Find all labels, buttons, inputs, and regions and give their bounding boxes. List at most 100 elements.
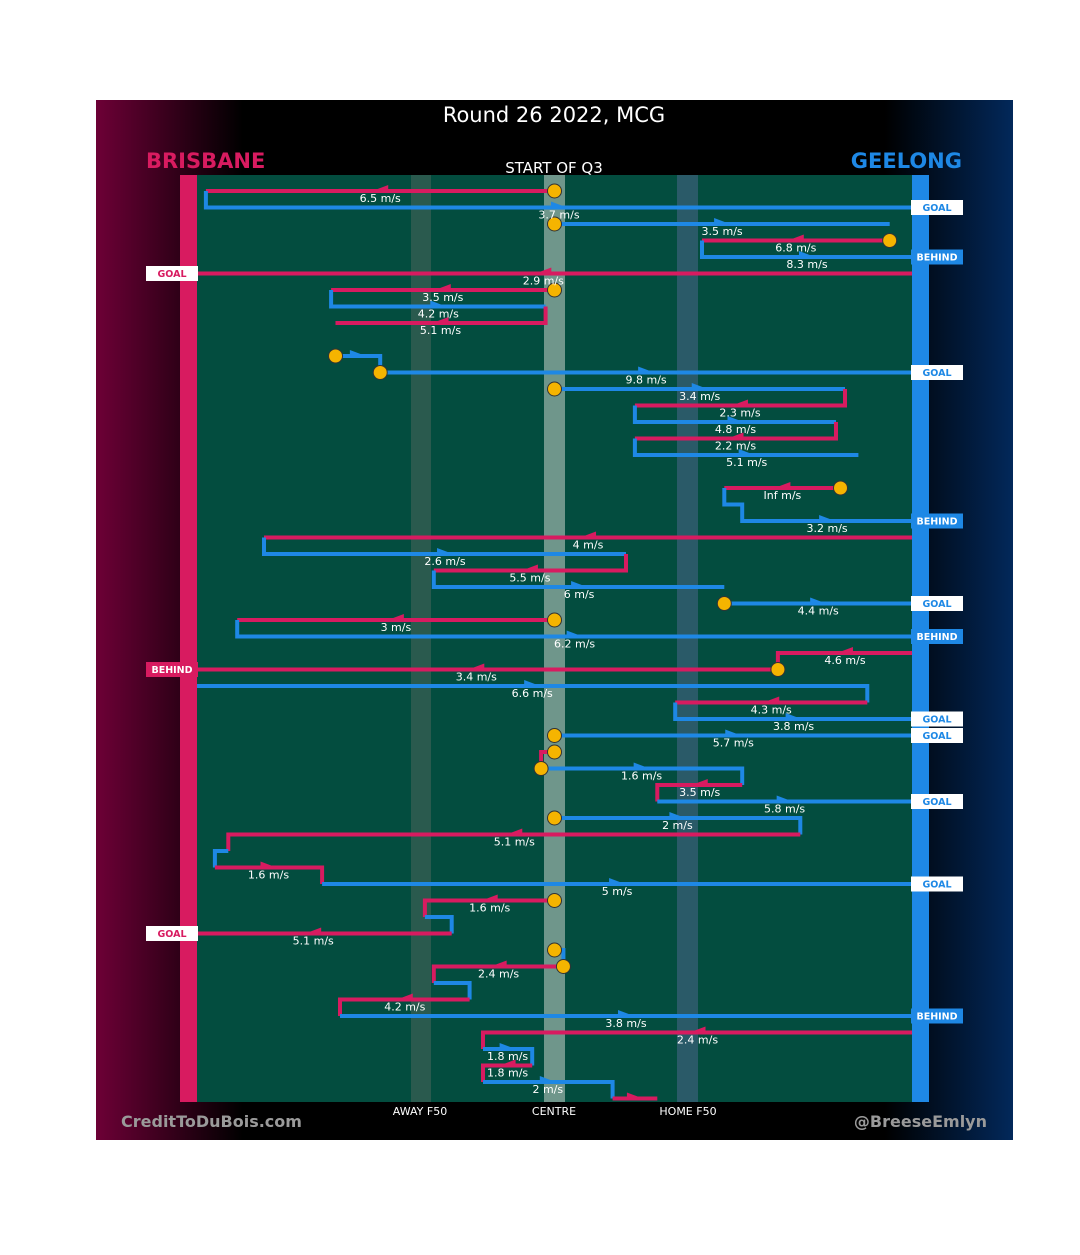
chain-start-marker-30 [547,728,562,743]
chain-start-marker-35 [547,810,562,826]
chain-start-marker-23 [547,612,562,628]
direction-arrow-48 [689,1026,706,1034]
direction-arrow-19 [437,548,454,555]
direction-arrow-9 [349,350,366,357]
chain-start-marker-22 [716,596,732,611]
chain-start-marker-26 [770,662,786,677]
chain-segment-15 [632,438,859,457]
outcome-tag-text: GOAL [922,731,951,742]
speed-label-32: 1.6 m/s [621,770,662,783]
chain-segment-14 [634,422,838,441]
speed-label-28: 4.3 m/s [751,704,792,717]
chain-start-marker-40 [547,893,562,908]
outcome-tag-box [911,629,963,644]
direction-arrow-16 [774,482,791,489]
direction-arrow-46 [396,993,413,1001]
chain-segment-50 [481,1063,533,1082]
outcome-tag-text: GOAL [922,715,951,726]
direction-arrow-49 [499,1043,516,1050]
chart-title: Round 26 2022, MCG [443,103,665,127]
outcome-tag-text: GOAL [922,599,951,610]
chain-segment-36 [226,832,801,851]
outcome-tag-text: GOAL [922,368,951,379]
direction-arrow-3 [787,234,804,242]
chain-segment-49 [483,1047,535,1066]
outcome-tag-42: GOAL [146,926,198,941]
chain-start-marker-31 [547,744,562,760]
speed-label-23: 3 m/s [381,621,412,634]
speed-label-35: 2 m/s [662,819,693,832]
outcome-tag-box [911,200,963,215]
direction-arrow-25 [836,647,853,654]
outcome-tag-box [911,1008,963,1024]
direction-arrow-11 [691,383,708,390]
outcome-tag-text: GOAL [922,203,951,214]
quarter-label: START OF Q3 [505,159,603,177]
direction-arrow-6 [434,284,451,291]
chain-paths [174,183,912,1101]
speed-label-14: 2.2 m/s [715,440,756,453]
direction-arrow-39 [609,878,626,885]
speed-label-21: 6 m/s [564,588,595,601]
speed-label-38: 1.6 m/s [248,869,289,882]
chain-start-marker-44 [555,959,571,974]
speed-label-46: 4.2 m/s [384,1001,425,1014]
speed-label-11: 3.4 m/s [679,390,720,403]
speed-label-20: 5.5 m/s [509,572,550,585]
direction-arrow-2 [714,218,731,225]
chain-segment-32 [541,766,745,785]
direction-arrow-28 [763,696,780,704]
outcome-tag-text: BEHIND [916,517,957,528]
direction-arrow-20 [521,564,538,572]
direction-arrow-36 [506,828,523,836]
outcome-tags: GOAL BEHIND GOAL GOAL BEHIND GOAL BEHIND BEHIND… [146,200,963,1024]
outcome-tag-box [146,266,198,281]
direction-arrow-17 [819,515,836,522]
chain-start-marker-6 [547,282,562,298]
speed-label-16: Inf m/s [764,489,802,502]
chain-segment-38 [214,865,325,884]
direction-arrow-5 [535,267,552,275]
axis-label-home-f50: HOME F50 [659,1105,716,1118]
outcome-tag-box [911,876,963,892]
direction-arrow-14 [727,432,744,440]
direction-arrow-42 [305,927,322,935]
chain-segment-46 [338,997,470,1016]
direction-arrow-35 [669,812,686,819]
direction-arrow-30 [725,729,742,737]
outcome-tag-47: BEHIND [911,1008,963,1024]
outcome-tag-text: BEHIND [916,253,957,264]
speed-label-17: 3.2 m/s [807,522,848,535]
speed-label-18: 4 m/s [573,539,604,552]
chain-segment-29 [673,702,912,721]
speed-label-29: 3.8 m/s [773,720,814,733]
direction-arrow-47 [618,1010,634,1017]
speed-label-40: 1.6 m/s [469,902,510,915]
speed-label-44: 2.4 m/s [478,968,519,981]
chain-segment-41 [424,915,454,934]
speed-label-24: 6.2 m/s [554,638,595,651]
direction-arrow-50 [499,1059,516,1067]
chain-start-marker-32 [533,761,549,776]
direction-arrow-38 [260,861,277,869]
chain-segment-45 [433,981,472,1000]
chain-start-marker-11 [547,381,562,397]
speed-label-8: 5.1 m/s [420,324,461,337]
speed-label-5: 2.9 m/s [523,275,564,288]
chain-segment-20 [433,554,628,573]
direction-arrow-29 [785,713,802,720]
chain-start-marker-0 [547,183,562,199]
speed-label-47: 3.8 m/s [605,1017,646,1030]
outcome-tag-box [146,662,198,677]
speed-label-50: 1.8 m/s [487,1067,528,1080]
speed-label-1: 3.7 m/s [538,209,579,222]
speed-label-15: 5.1 m/s [726,456,767,469]
outcome-tag-text: BEHIND [916,1012,957,1023]
chain-segment-13 [632,405,836,424]
credit-left: CreditToDuBois.com [121,1112,302,1131]
chain-segment-19 [262,537,626,556]
chain-segment-51 [483,1080,615,1099]
chain-segment-37 [212,849,229,868]
outcome-tag-box [911,249,963,265]
